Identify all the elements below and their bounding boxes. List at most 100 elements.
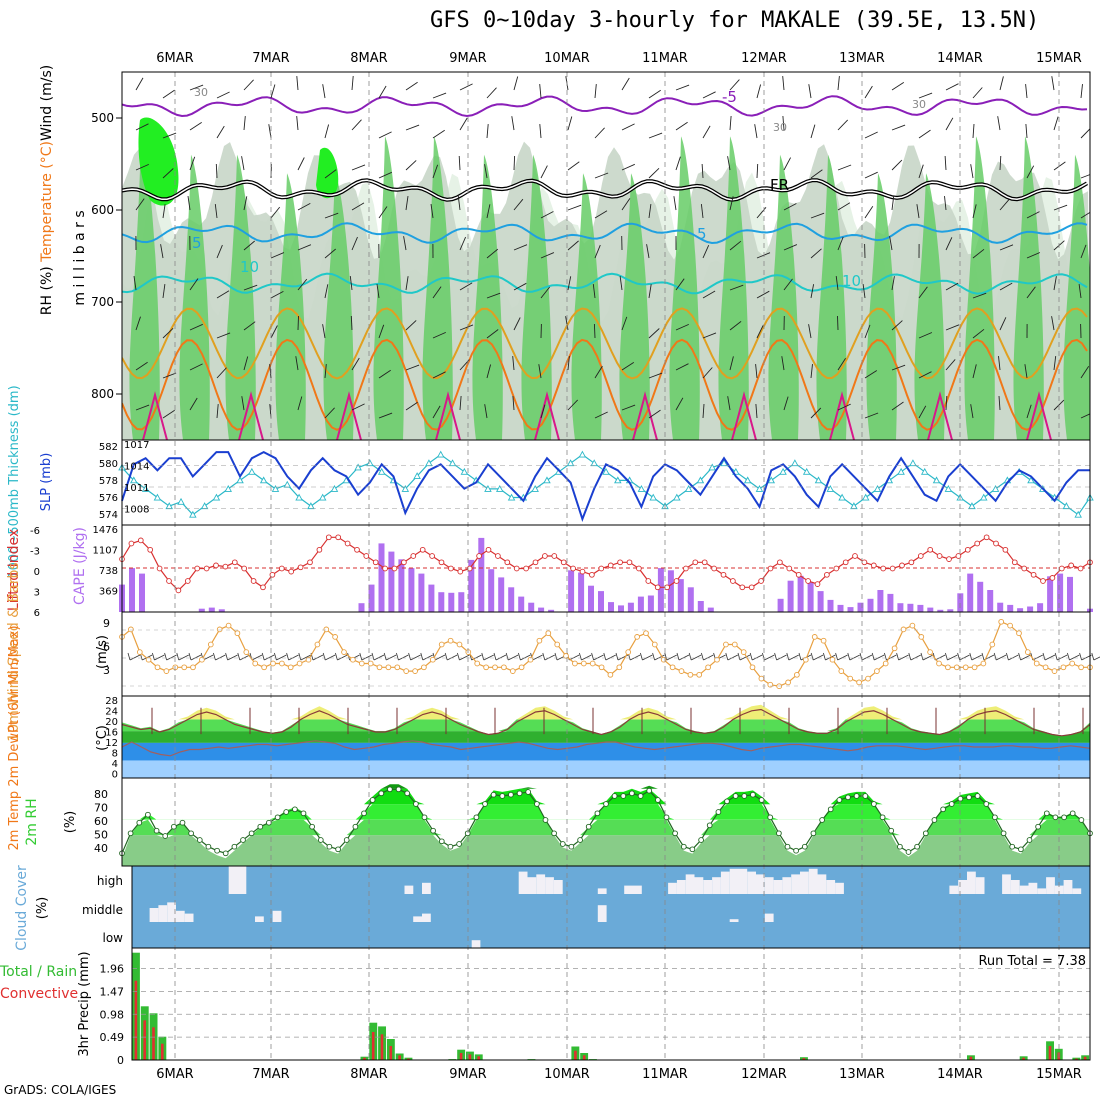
- upper-wind-barb: [972, 204, 977, 219]
- upper-wind-barb: [162, 409, 175, 419]
- rh-point: [352, 823, 359, 830]
- precip-convective-bar: [1075, 1058, 1078, 1060]
- cloud-high-bar: [958, 880, 967, 894]
- cloud-middle-bar: [149, 908, 159, 922]
- cape-bar: [957, 593, 964, 612]
- wind-speed-point: [1069, 660, 1076, 667]
- cloud-high-bar: [237, 866, 247, 894]
- upper-wind-barb: [351, 236, 358, 251]
- wind-barb-feather: [896, 652, 899, 661]
- rh-point: [655, 797, 661, 803]
- wind-barb-feather: [908, 652, 912, 661]
- upper-wind-barb: [835, 276, 839, 291]
- wind-barb-feather: [640, 652, 643, 661]
- cape-bar: [867, 598, 874, 612]
- day-label-bottom: 12MAR: [741, 1067, 787, 1082]
- wind-barb-feather: [1054, 652, 1058, 661]
- lifted-index-point: [542, 553, 548, 559]
- upper-axis-title-2: m i l l i b a r s: [72, 210, 88, 305]
- upper-wind-barb: [1025, 123, 1028, 139]
- rh-point: [292, 806, 298, 813]
- contour-label: 10: [240, 258, 259, 276]
- upper-wind-barb: [756, 252, 771, 259]
- upper-wind-barb: [216, 404, 219, 419]
- upper-wind-barb: [675, 84, 690, 91]
- cloud-high-bar: [545, 877, 554, 894]
- contour-label: -5: [722, 88, 737, 106]
- rh-band-50: [122, 141, 1090, 440]
- thickness-ytick-label: 580: [99, 459, 118, 470]
- wind-speed-point: [518, 664, 525, 671]
- rh-plume: [866, 173, 897, 440]
- upper-wind-barb: [945, 324, 960, 331]
- wind-speed-point: [154, 664, 161, 671]
- cape-bar: [917, 604, 924, 612]
- upper-wind-barb: [754, 124, 758, 139]
- lifted-index-point: [457, 568, 464, 575]
- wind-barb: [154, 654, 165, 661]
- rh-plume: [768, 154, 799, 440]
- rh-point: [663, 814, 670, 821]
- lifted-index-point: [786, 565, 793, 572]
- cloud-high-bar: [967, 871, 976, 894]
- wind-speed-point: [305, 656, 312, 663]
- day-label-bottom: 8MAR: [350, 1067, 387, 1082]
- cloud-high-bar: [747, 871, 756, 894]
- wind-speed-point: [341, 649, 347, 655]
- temp-band: [122, 754, 1090, 778]
- rh-point: [274, 814, 281, 821]
- upper-wind-barb: [1026, 286, 1036, 299]
- lifted-index-point: [137, 537, 144, 544]
- thickness-point: [944, 485, 953, 492]
- upper-wind-barb: [457, 196, 461, 211]
- rh-point: [343, 837, 350, 843]
- wind-barb-feather: [298, 652, 302, 661]
- wind-speed-point: [234, 630, 241, 637]
- lifted-index-point: [777, 559, 783, 566]
- wind-barb-feather: [676, 652, 680, 661]
- upper-wind-barb: [675, 121, 688, 131]
- rh-point: [257, 823, 264, 830]
- precip-convective-bar: [1048, 1046, 1052, 1060]
- wind-barb-feather: [188, 652, 192, 661]
- wind-barb-feather: [701, 652, 704, 661]
- thickness-point: [755, 485, 764, 492]
- upper-wind-barb: [432, 286, 442, 299]
- rh-point: [378, 790, 385, 797]
- upper-wind-barb: [189, 323, 203, 331]
- day-label-top: 6MAR: [156, 51, 193, 66]
- thickness-point: [637, 485, 646, 492]
- upper-wind-barb: [594, 172, 609, 179]
- cape-bar: [518, 596, 525, 612]
- wind-speed-point: [314, 641, 321, 648]
- wind-barb: [1020, 654, 1031, 661]
- upper-wind-barb: [1080, 244, 1087, 259]
- wind-speed-point: [527, 656, 534, 663]
- upper-wind-barb: [918, 129, 931, 139]
- wind-speed-point: [1060, 664, 1067, 671]
- wind-speed-point: [731, 641, 738, 648]
- lifted-index-point: [1049, 575, 1056, 581]
- upper-wind-barb: [270, 325, 278, 339]
- contour-label: 30: [912, 98, 926, 111]
- upper-wind-barb: [944, 155, 947, 171]
- wind-barb-feather: [737, 652, 741, 661]
- lifted-index-point: [250, 578, 257, 584]
- wind-barb: [239, 654, 250, 661]
- upper-wind-barb: [486, 364, 492, 379]
- wind-speed-point: [376, 664, 383, 671]
- upper-wind-barb: [891, 364, 906, 371]
- upper-wind-barb: [269, 364, 272, 379]
- rh-point: [317, 837, 324, 843]
- upper-wind-barb: [135, 316, 141, 331]
- upper-wind-barb: [216, 367, 227, 379]
- li-ytick-label: 3: [34, 588, 40, 599]
- lifted-index-point: [964, 546, 971, 553]
- cape-bar: [877, 590, 884, 612]
- upper-wind-barb: [675, 397, 684, 411]
- thickness-point: [1074, 510, 1082, 518]
- thickness-point: [979, 493, 988, 501]
- wind-speed-point: [536, 637, 543, 644]
- rh-point: [801, 843, 808, 850]
- rh-point: [490, 791, 497, 798]
